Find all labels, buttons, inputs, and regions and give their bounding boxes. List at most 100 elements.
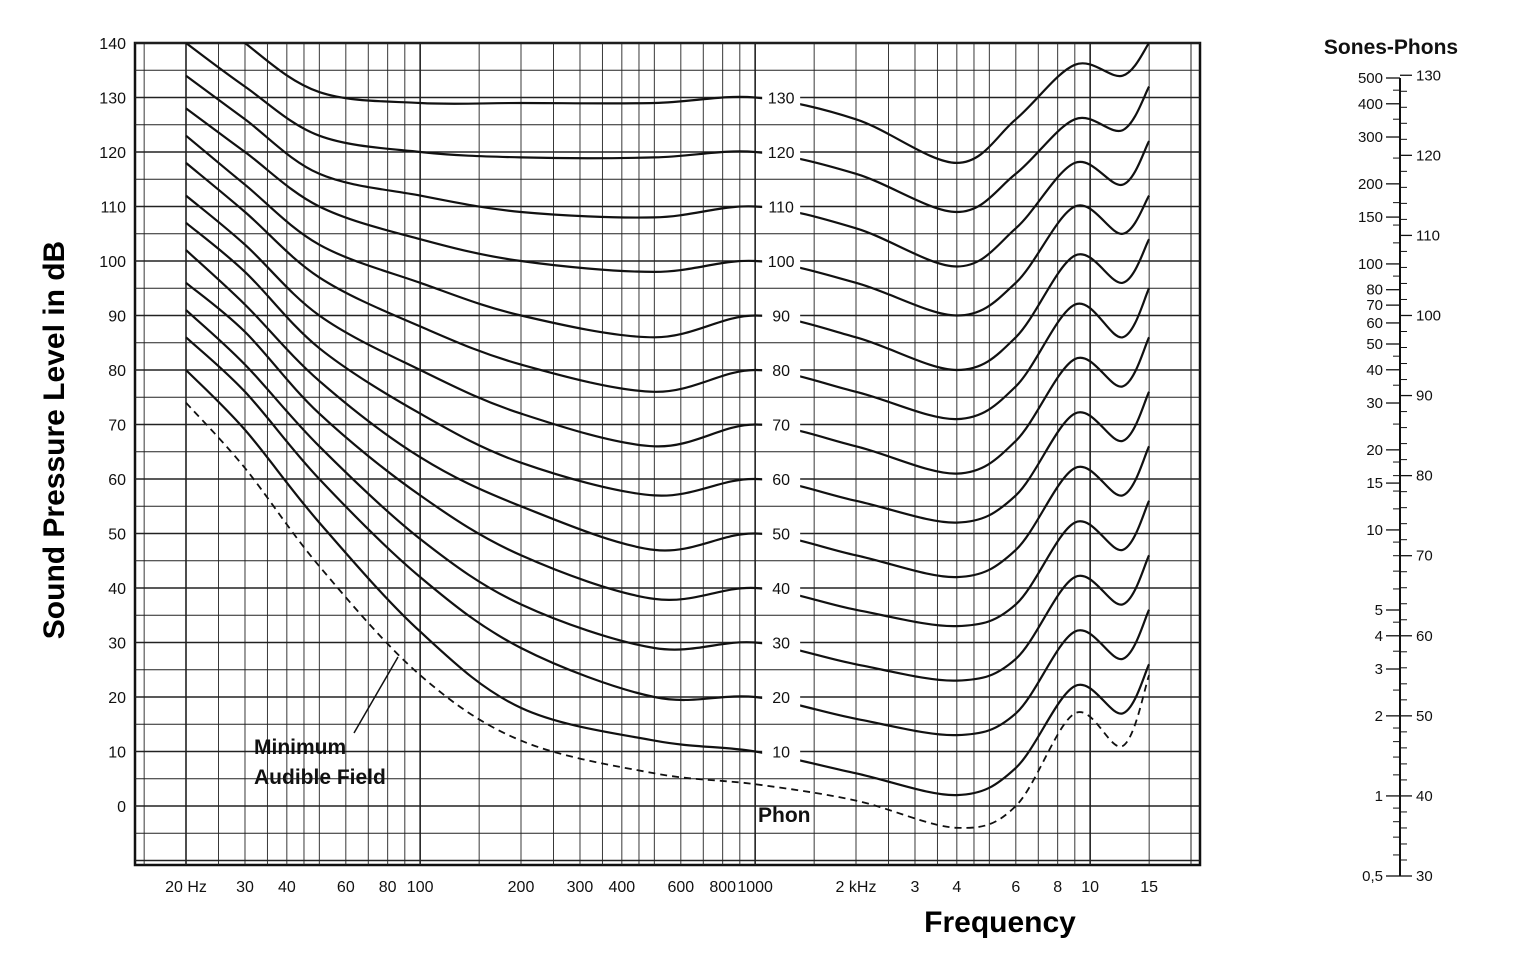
- min-audible-field-pointer: [353, 656, 399, 734]
- x-tick-label: 400: [608, 879, 635, 896]
- sone-tick-label: 70: [1366, 297, 1383, 314]
- curve-30-phon: [185, 309, 1151, 682]
- y-tick-label: 80: [108, 363, 126, 380]
- curve-10-phon: [185, 369, 1151, 797]
- x-tick-label: 60: [337, 879, 355, 896]
- curve-label-bg: [762, 251, 801, 271]
- y-tick-label: 130: [99, 91, 126, 108]
- curve-label-bg: [762, 414, 801, 435]
- curve-label-bg: [762, 142, 801, 162]
- curve-label-bg: [762, 741, 801, 762]
- y-tick-label: 110: [100, 200, 126, 217]
- x-tick-label: 30: [236, 879, 254, 896]
- sone-tick-label: 50: [1366, 336, 1383, 353]
- sones-phons-title: Sones-Phons: [1324, 36, 1458, 59]
- curve-label-70: 70: [772, 418, 790, 435]
- curve-label-bg: [762, 87, 801, 108]
- y-tick-label: 20: [108, 690, 126, 707]
- phon-tick-label: 110: [1416, 227, 1440, 244]
- sone-tick-label: 15: [1366, 475, 1383, 492]
- curve-label-10: 10: [772, 745, 790, 762]
- y-axis-label: Sound Pressure Level in dB: [38, 241, 71, 639]
- sone-tick-label: 400: [1358, 96, 1383, 113]
- y-tick-label: 140: [99, 36, 126, 53]
- y-tick-label: 0: [117, 799, 126, 816]
- sone-tick-label: 150: [1358, 209, 1383, 226]
- x-tick-label: 6: [1011, 879, 1020, 896]
- curve-minimum-audible-field: [185, 402, 1150, 829]
- y-tick-label: 60: [108, 472, 126, 489]
- y-tick-label: 90: [108, 309, 126, 326]
- x-tick-label: 2 kHz: [836, 879, 877, 896]
- sone-tick-label: 300: [1358, 129, 1383, 146]
- curve-label-20: 20: [772, 690, 790, 707]
- curve-label-100: 100: [768, 254, 795, 271]
- curve-label-80: 80: [772, 363, 790, 380]
- x-tick-label: 1000: [737, 879, 773, 896]
- y-tick-label: 100: [99, 254, 126, 271]
- x-tick-label: 20 Hz: [165, 879, 207, 896]
- sone-tick-label: 4: [1375, 628, 1383, 645]
- x-tick-label: 80: [379, 879, 397, 896]
- min-audible-field-label-line1: Minimum: [254, 736, 346, 759]
- curve-layer: [185, 43, 1151, 829]
- curve-20-phon: [185, 336, 1151, 737]
- curve-60-phon: [185, 221, 1151, 524]
- curve-label-130: 130: [768, 91, 795, 108]
- phon-tick-label: 120: [1416, 147, 1441, 164]
- sone-tick-label: 1: [1375, 788, 1383, 805]
- sone-tick-label: 5: [1375, 602, 1383, 619]
- x-tick-label: 300: [567, 879, 594, 896]
- curve-50-phon: [185, 249, 1151, 579]
- x-tick-label: 100: [407, 879, 434, 896]
- phon-tick-label: 30: [1416, 868, 1433, 885]
- sone-tick-label: 0,5: [1362, 868, 1383, 885]
- sone-tick-label: 500: [1358, 70, 1383, 87]
- curve-label-bg: [762, 578, 801, 598]
- curve-label-40: 40: [772, 581, 790, 598]
- phon-tick-label: 100: [1416, 307, 1441, 324]
- curve-label-60: 60: [772, 472, 790, 489]
- y-tick-label: 50: [108, 527, 126, 544]
- y-tick-label: 40: [108, 581, 126, 598]
- sone-tick-label: 3: [1375, 661, 1383, 678]
- y-tick-label: 70: [108, 418, 126, 435]
- x-axis-label: Frequency: [924, 906, 1076, 939]
- curve-70-phon: [185, 194, 1151, 475]
- curve-100-phon: [185, 107, 1151, 317]
- curve-130-phon: [243, 43, 1151, 165]
- x-tick-label: 800: [709, 879, 736, 896]
- min-audible-field-label-line2: Audible Field: [254, 766, 386, 789]
- sone-tick-label: 10: [1366, 522, 1383, 539]
- phon-label: Phon: [758, 804, 811, 827]
- x-tick-label: 3: [911, 879, 920, 896]
- phon-tick-label: 70: [1416, 548, 1433, 565]
- curve-label-90: 90: [772, 309, 790, 326]
- label-layer: 0 10 20 30 40 50 60 70 80 90 100 110 120 130 140 20 Hz 3…: [99, 36, 1158, 896]
- x-tick-label: 15: [1140, 879, 1158, 896]
- y-tick-label: 10: [108, 745, 126, 762]
- curve-label-bg: [762, 469, 801, 489]
- curve-label-110: 110: [768, 200, 794, 217]
- phon-tick-label: 50: [1416, 708, 1433, 725]
- curve-label-bg: [762, 305, 801, 326]
- y-tick-label: 30: [108, 636, 126, 653]
- phon-tick-label: 90: [1416, 388, 1433, 405]
- curve-40-phon: [185, 281, 1151, 628]
- x-tick-label: 10: [1081, 879, 1099, 896]
- sone-tick-label: 40: [1366, 362, 1383, 379]
- curve-80-phon: [185, 162, 1151, 421]
- sone-tick-label: 30: [1366, 395, 1383, 412]
- sones-phons-scale: 0,51234510152030405060708010015020030040…: [1358, 67, 1441, 885]
- curve-110-phon: [185, 74, 1151, 268]
- phon-tick-label: 80: [1416, 468, 1433, 485]
- x-tick-label: 8: [1053, 879, 1062, 896]
- curve-label-bg: [762, 360, 801, 380]
- curve-label-bg: [762, 523, 801, 544]
- curve-label-bg: [762, 687, 801, 707]
- curve-120-phon: [185, 43, 1151, 214]
- curve-label-bg: [762, 196, 801, 217]
- sone-tick-label: 100: [1358, 256, 1383, 273]
